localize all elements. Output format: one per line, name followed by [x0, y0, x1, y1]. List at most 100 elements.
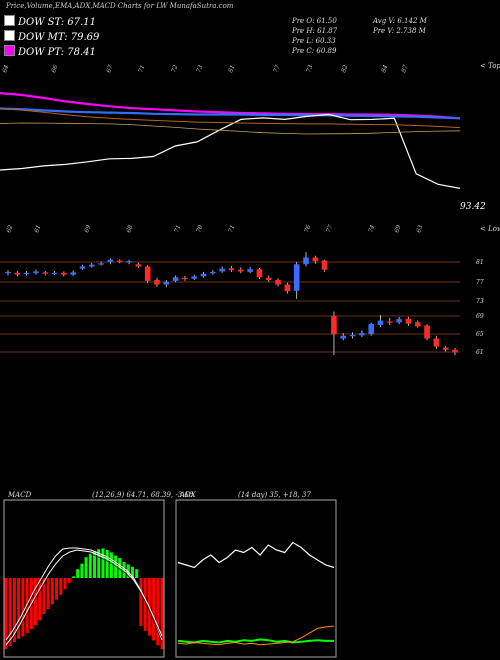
candle-body — [163, 281, 170, 285]
macd-histogram-bar — [71, 576, 75, 578]
lows-label: < Lows — [480, 225, 500, 233]
macd-histogram-bar — [76, 569, 80, 578]
macd-histogram-bar — [4, 578, 8, 650]
macd-histogram-bar — [143, 578, 147, 631]
candle-body — [107, 259, 114, 262]
candle-body — [14, 272, 21, 275]
candle-body — [405, 318, 412, 324]
macd-histogram-bar — [59, 578, 63, 595]
macd-histogram-bar — [42, 578, 46, 614]
candle-body — [144, 266, 151, 281]
top-tick-label: 87 — [400, 64, 409, 74]
candle-body — [61, 272, 67, 275]
macd-signal-inner — [5, 551, 163, 648]
macd-signal-line — [5, 549, 163, 646]
macd-histogram-bar — [21, 578, 25, 637]
top-tick-label: 82 — [340, 64, 349, 74]
adx-minus-di-line — [177, 625, 335, 646]
candle-body — [70, 272, 76, 275]
bottom-tick-label: 63 — [415, 224, 424, 234]
macd-params: (12,26,9) 64.71, 68.39, -3.68 — [92, 491, 194, 499]
macd-histogram-bar — [126, 564, 130, 578]
top-tick-label: 67 — [105, 64, 114, 74]
bottom-tick-label: 76 — [303, 224, 312, 234]
candle-body — [303, 257, 309, 265]
candle-body — [42, 272, 49, 274]
candle-body — [154, 280, 160, 285]
macd-histogram-bar — [101, 548, 105, 578]
candle-body — [377, 320, 384, 325]
bottom-tick-label: 69 — [393, 224, 402, 234]
candle-body — [321, 260, 328, 270]
tops-label: < Tops — [480, 62, 500, 70]
macd-histogram-bar — [156, 578, 160, 646]
macd-histogram-bar — [8, 578, 12, 646]
macd-histogram-bar — [12, 578, 16, 642]
candle-body — [349, 334, 356, 337]
candle-body — [33, 271, 39, 274]
legend-dow-st: DOW ST: 67.11 — [4, 15, 96, 28]
macd-histogram-bar — [67, 578, 71, 583]
legend-swatch-white — [4, 30, 15, 41]
chart-title: Price,Volume,EMA,ADX,MACD Charts for LW … — [6, 2, 234, 10]
macd-histogram-bar — [88, 553, 92, 578]
candle-body — [284, 284, 291, 292]
candle-body — [275, 280, 281, 285]
candle-body — [340, 335, 347, 339]
candle-body — [442, 347, 449, 350]
macd-histogram-bar — [139, 578, 143, 626]
price-level-label: 81 — [476, 259, 484, 266]
candle-body — [238, 269, 244, 272]
legend-label: DOW MT: 79.69 — [18, 32, 100, 43]
bottom-tick-label: 61 — [33, 224, 42, 234]
top-tick-label: 73 — [305, 64, 314, 74]
macd-histogram-bar — [97, 549, 101, 578]
price-level-label: 69 — [476, 313, 484, 320]
candle-body — [368, 324, 374, 334]
top-tick-label: 71 — [137, 64, 146, 74]
macd-histogram-bar — [160, 578, 164, 650]
candle-body — [424, 325, 430, 339]
candle-body — [387, 321, 393, 323]
candle-body — [116, 260, 123, 262]
macd-line — [5, 547, 163, 641]
stat-pre-volume: Pre V: 2.738 M — [373, 27, 426, 35]
bottom-tick-label: 70 — [195, 224, 204, 234]
price-level-label: 65 — [476, 331, 484, 338]
candle-body — [5, 271, 11, 274]
ema-brown-line — [0, 108, 461, 129]
bottom-tick-label: 71 — [227, 224, 236, 234]
ema-tan-line — [0, 122, 461, 135]
adx-plus-di-line — [177, 638, 334, 644]
macd-histogram-bar — [118, 558, 122, 578]
candle-body — [265, 277, 272, 280]
bottom-tick-label: 71 — [173, 224, 182, 234]
candle-body — [89, 264, 95, 267]
bottom-tick-label: 69 — [83, 224, 92, 234]
legend-swatch-magenta — [4, 45, 15, 56]
candle-body — [312, 257, 319, 262]
top-tick-label: 66 — [50, 64, 59, 74]
candle-body — [51, 272, 58, 274]
macd-label: MACD — [8, 491, 32, 499]
macd-histogram-bar — [135, 569, 139, 578]
candle-body — [228, 268, 235, 271]
candle-body — [396, 319, 402, 323]
macd-histogram-bar — [80, 563, 84, 578]
candle-body — [135, 264, 142, 267]
macd-histogram-bar — [46, 578, 50, 610]
candle-body — [191, 276, 198, 279]
top-tick-label: 73 — [195, 64, 204, 74]
macd-histogram-bar — [130, 566, 134, 578]
bottom-tick-label: 74 — [367, 224, 376, 234]
candle-body — [433, 338, 440, 347]
candle-body — [219, 268, 225, 272]
macd-histogram-bar — [55, 578, 59, 600]
legend-label: DOW PT: 78.41 — [18, 47, 96, 58]
macd-histogram-bar — [114, 555, 118, 578]
bottom-tick-label: 77 — [325, 224, 334, 234]
macd-histogram-bar — [152, 578, 156, 641]
macd-histogram-bar — [109, 552, 113, 578]
candle-body — [293, 264, 300, 291]
